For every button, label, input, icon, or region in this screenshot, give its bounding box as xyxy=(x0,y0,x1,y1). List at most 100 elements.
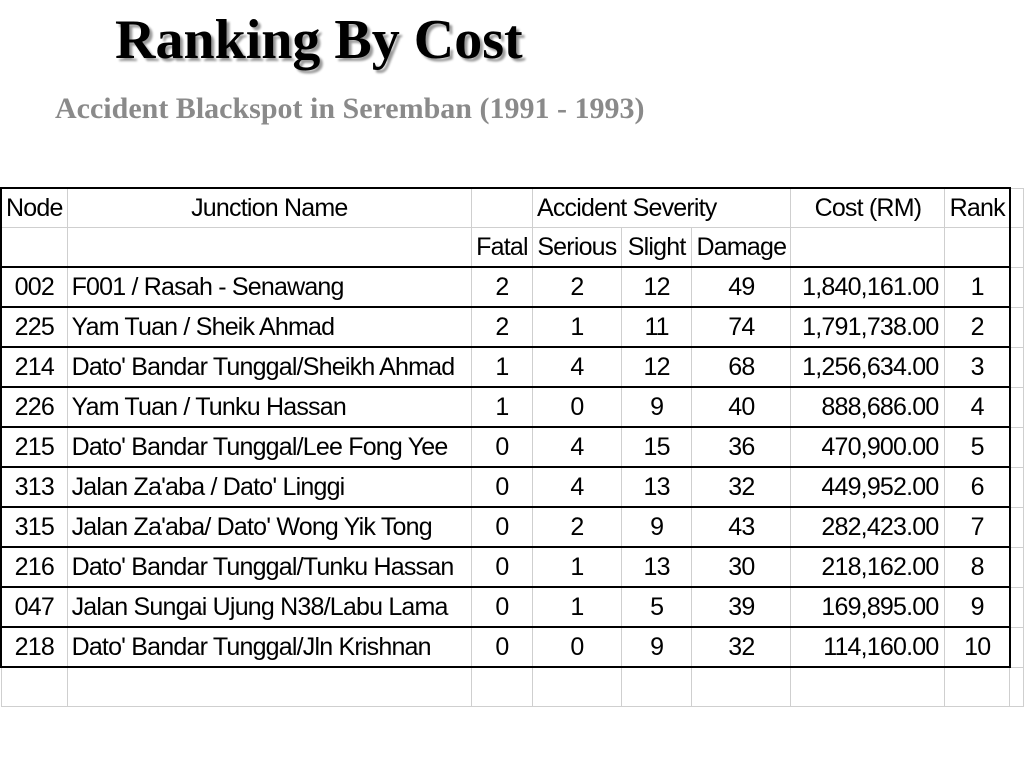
cell-serious: 1 xyxy=(531,306,622,348)
table-row: 226 Yam Tuan / Tunku Hassan 1 0 9 40 888,686.0… xyxy=(0,386,1024,428)
cell-rank: 6 xyxy=(944,466,1011,508)
cell-damage: 36 xyxy=(691,426,792,468)
cell-serious: 1 xyxy=(531,546,622,588)
cell-damage: 43 xyxy=(691,506,792,548)
cell-node: 218 xyxy=(0,626,68,668)
cell-rank: 2 xyxy=(944,306,1011,348)
empty-cell xyxy=(531,666,622,707)
ranking-table: Node Junction Name Accident Severity Cos… xyxy=(0,187,1024,707)
table-row: 218 Dato' Bandar Tunggal/Jln Krishnan 0 0 9 3… xyxy=(0,626,1024,668)
cell-node: 216 xyxy=(0,546,68,588)
cell-slight: 9 xyxy=(620,626,693,668)
cell-fatal: 0 xyxy=(471,426,533,468)
cell-serious: 2 xyxy=(531,266,622,308)
header-blank xyxy=(790,227,946,268)
table-row: 313 Jalan Za'aba / Dato' Linggi 0 4 13 32 449,… xyxy=(0,466,1024,508)
table-row: 315 Jalan Za'aba/ Dato' Wong Yik Tong 0 2 9 4… xyxy=(0,506,1024,548)
cell-rank: 1 xyxy=(944,266,1011,308)
header-blank xyxy=(471,187,533,228)
cell-cost: 888,686.00 xyxy=(790,386,946,428)
cell-junction-name: Dato' Bandar Tunggal/Tunku Hassan xyxy=(66,546,473,588)
empty-cell xyxy=(620,666,693,707)
cell-node: 215 xyxy=(0,426,68,468)
cell-fatal: 2 xyxy=(471,266,533,308)
cell-cost: 449,952.00 xyxy=(790,466,946,508)
cell-junction-name: Dato' Bandar Tunggal/Lee Fong Yee xyxy=(66,426,473,468)
cell-serious: 0 xyxy=(531,626,622,668)
table-row: 225 Yam Tuan / Sheik Ahmad 2 1 11 74 1,791,738… xyxy=(0,306,1024,348)
cell-serious: 4 xyxy=(531,466,622,508)
table-row: 214 Dato' Bandar Tunggal/Sheikh Ahmad 1 4 12… xyxy=(0,346,1024,388)
cell-slight: 9 xyxy=(620,386,693,428)
cell-cost: 1,840,161.00 xyxy=(790,266,946,308)
cell-junction-name: Yam Tuan / Sheik Ahmad xyxy=(66,306,473,348)
empty-cell xyxy=(1009,346,1024,388)
cell-cost: 114,160.00 xyxy=(790,626,946,668)
empty-cell xyxy=(1009,586,1024,628)
cell-fatal: 2 xyxy=(471,306,533,348)
cell-rank: 7 xyxy=(944,506,1011,548)
cell-fatal: 0 xyxy=(471,506,533,548)
cell-serious: 2 xyxy=(531,506,622,548)
cell-rank: 5 xyxy=(944,426,1011,468)
cell-damage: 40 xyxy=(691,386,792,428)
cell-rank: 9 xyxy=(944,586,1011,628)
cell-cost: 282,423.00 xyxy=(790,506,946,548)
cell-slight: 9 xyxy=(620,506,693,548)
header-fatal: Fatal xyxy=(471,227,533,268)
cell-slight: 12 xyxy=(620,346,693,388)
header-serious: Serious xyxy=(531,227,622,268)
cell-node: 214 xyxy=(0,346,68,388)
cell-rank: 8 xyxy=(944,546,1011,588)
empty-cell xyxy=(1009,666,1024,707)
empty-cell xyxy=(1009,466,1024,508)
cell-node: 002 xyxy=(0,266,68,308)
cell-damage: 74 xyxy=(691,306,792,348)
cell-cost: 218,162.00 xyxy=(790,546,946,588)
header-rank: Rank xyxy=(944,187,1011,228)
cell-damage: 32 xyxy=(691,466,792,508)
empty-cell xyxy=(691,666,792,707)
cell-slight: 15 xyxy=(620,426,693,468)
cell-junction-name: Dato' Bandar Tunggal/Sheikh Ahmad xyxy=(66,346,473,388)
header-slight: Slight xyxy=(620,227,693,268)
cell-slight: 13 xyxy=(620,546,693,588)
cell-fatal: 0 xyxy=(471,466,533,508)
cell-junction-name: Dato' Bandar Tunggal/Jln Krishnan xyxy=(66,626,473,668)
header-row-1: Node Junction Name Accident Severity Cos… xyxy=(0,187,1024,228)
cell-damage: 32 xyxy=(691,626,792,668)
header-cost: Cost (RM) xyxy=(790,187,946,228)
cell-cost: 169,895.00 xyxy=(790,586,946,628)
cell-cost: 1,256,634.00 xyxy=(790,346,946,388)
page-subtitle: Accident Blackspot in Seremban (1991 - 1… xyxy=(55,92,645,125)
cell-serious: 4 xyxy=(531,346,622,388)
cell-cost: 470,900.00 xyxy=(790,426,946,468)
header-blank xyxy=(944,227,1011,268)
cell-rank: 10 xyxy=(944,626,1011,668)
cell-fatal: 1 xyxy=(471,346,533,388)
empty-cell xyxy=(1009,227,1024,268)
cell-fatal: 0 xyxy=(471,626,533,668)
empty-cell xyxy=(1009,626,1024,668)
empty-cell xyxy=(790,666,946,707)
empty-cell xyxy=(0,666,68,707)
table-row: 047 Jalan Sungai Ujung N38/Labu Lama 0 1 5 39… xyxy=(0,586,1024,628)
cell-damage: 68 xyxy=(691,346,792,388)
cell-node: 047 xyxy=(0,586,68,628)
cell-slight: 13 xyxy=(620,466,693,508)
empty-cell xyxy=(66,666,473,707)
table-row: 215 Dato' Bandar Tunggal/Lee Fong Yee 0 4 15… xyxy=(0,426,1024,468)
header-junction-name: Junction Name xyxy=(66,187,473,228)
cell-node: 226 xyxy=(0,386,68,428)
cell-junction-name: Jalan Za'aba/ Dato' Wong Yik Tong xyxy=(66,506,473,548)
cell-serious: 4 xyxy=(531,426,622,468)
cell-damage: 39 xyxy=(691,586,792,628)
cell-slight: 5 xyxy=(620,586,693,628)
empty-cell xyxy=(1009,546,1024,588)
empty-cell xyxy=(1009,266,1024,308)
cell-cost: 1,791,738.00 xyxy=(790,306,946,348)
cell-fatal: 0 xyxy=(471,586,533,628)
empty-cell xyxy=(471,666,533,707)
empty-cell xyxy=(1009,506,1024,548)
header-damage: Damage xyxy=(691,227,792,268)
